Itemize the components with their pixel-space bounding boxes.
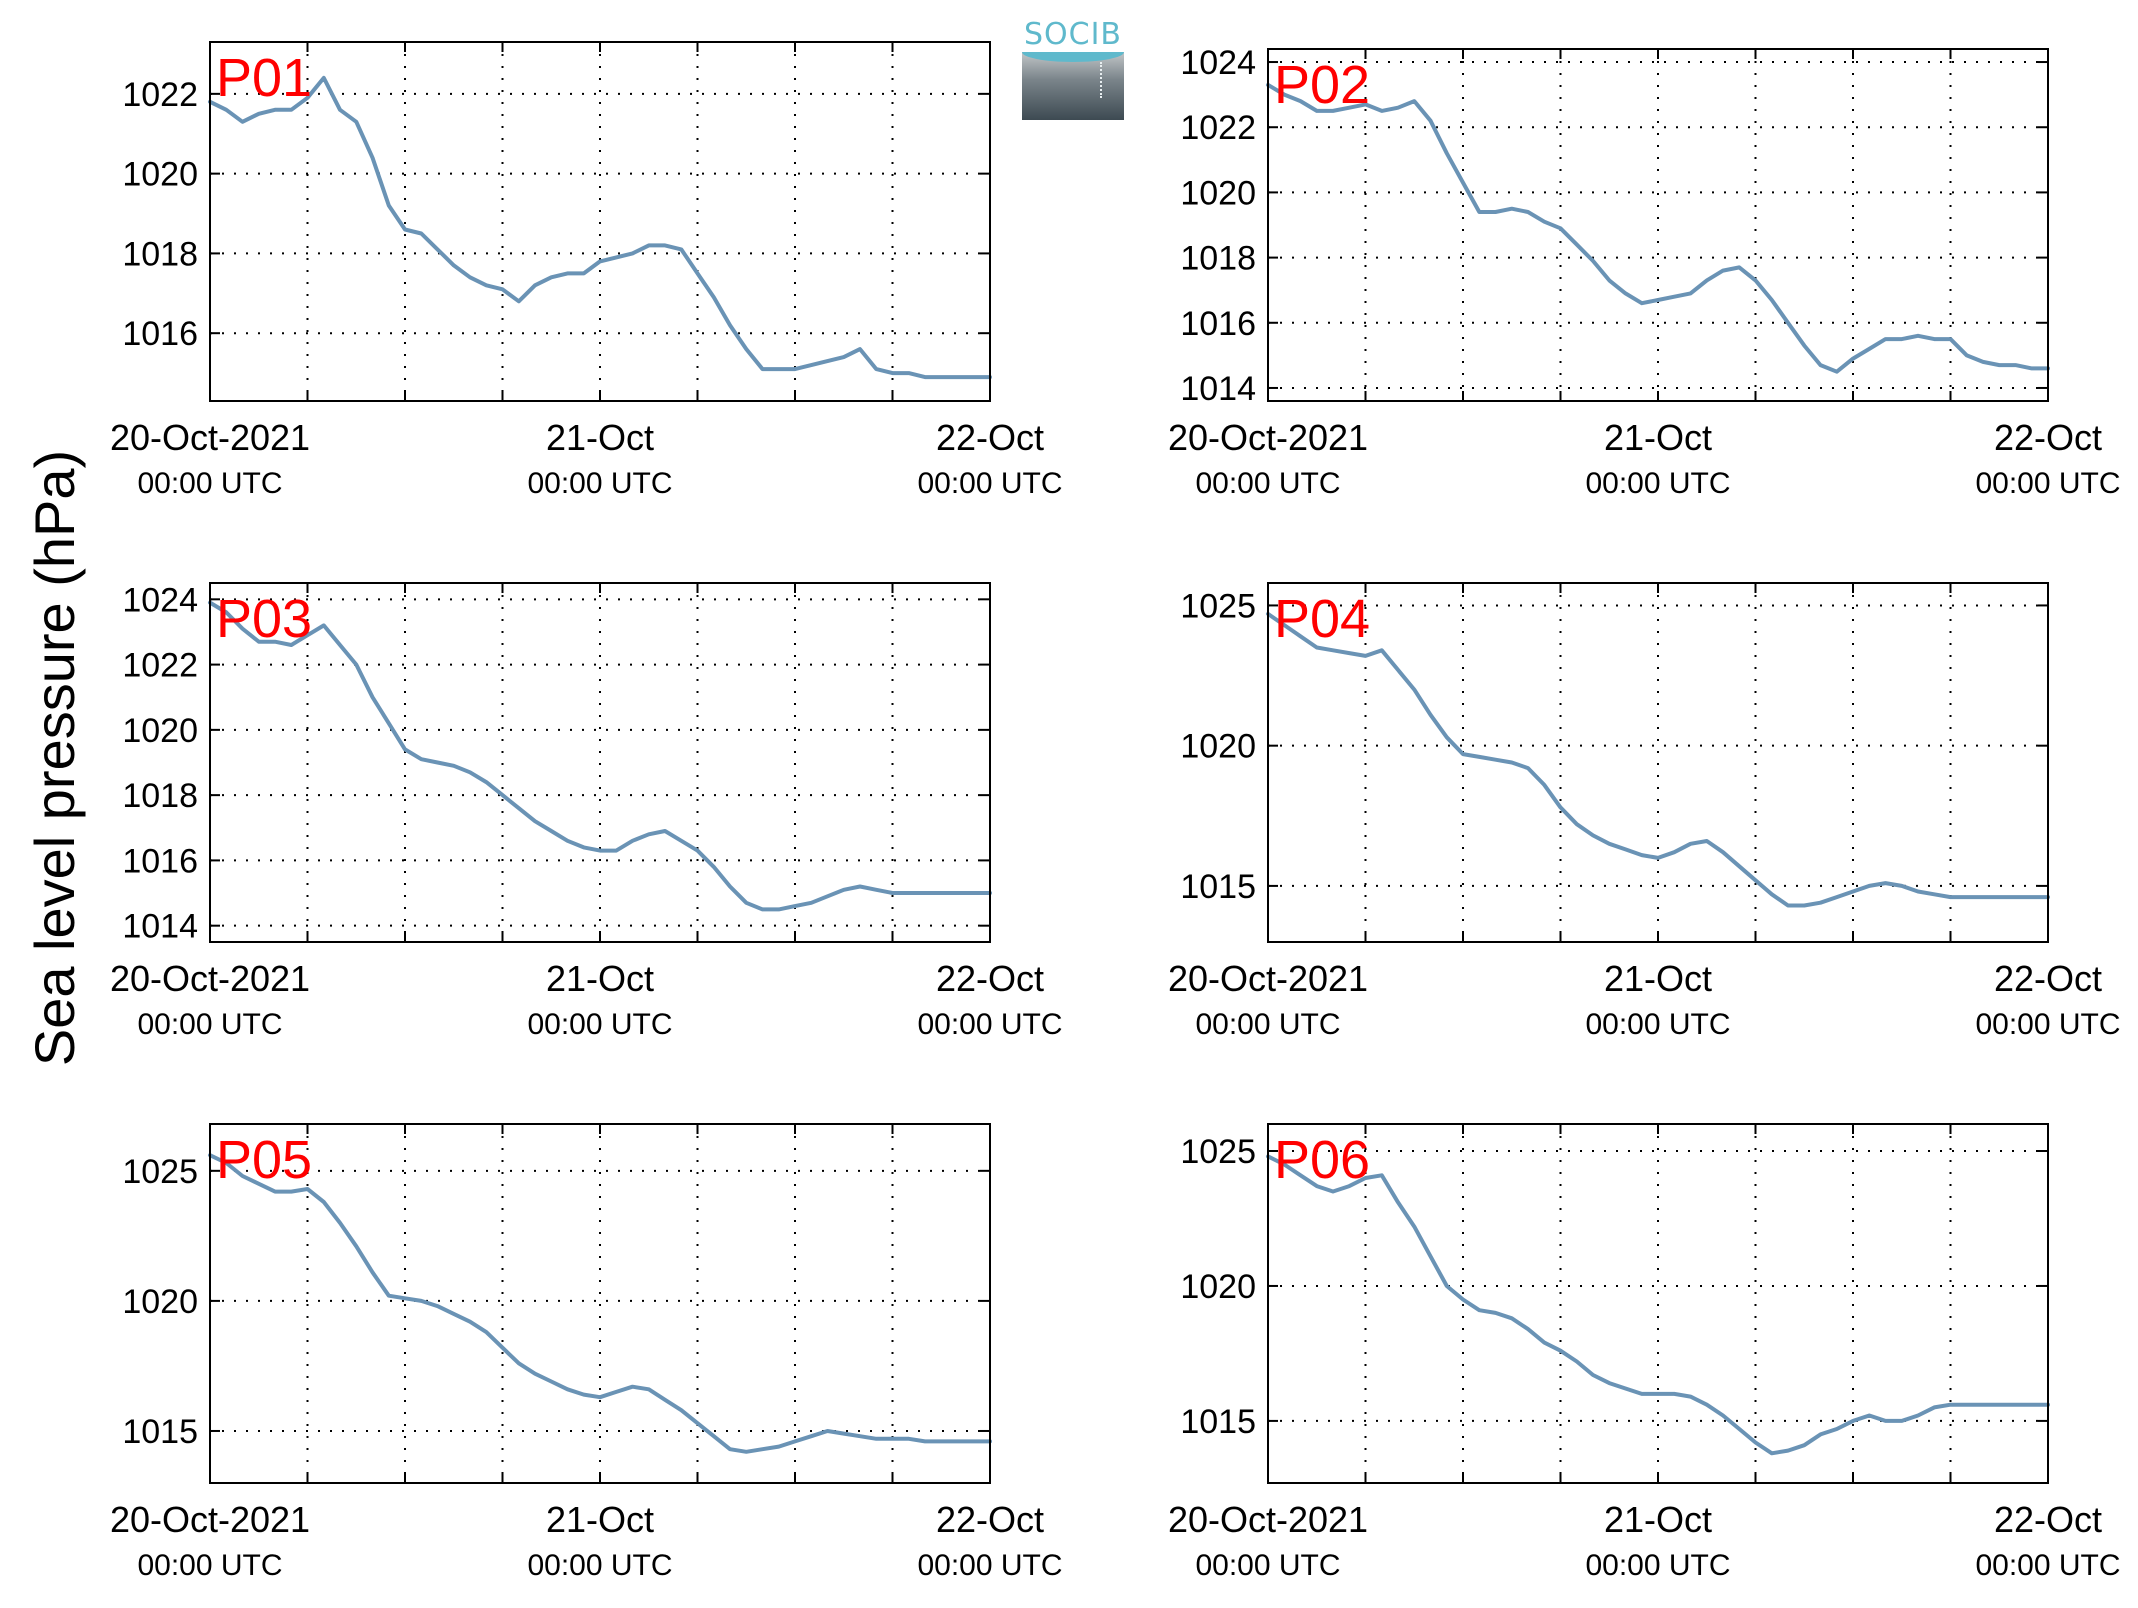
y-tick-label: 1024: [122, 581, 198, 619]
plot-frame: [1267, 48, 2049, 402]
x-tick-sublabel: 00:00 UTC: [1585, 467, 1730, 500]
x-tick-label: 20-Oct-2021: [110, 1499, 310, 1540]
y-tick-label: 1025: [1180, 587, 1256, 625]
x-tick-sublabel: 00:00 UTC: [137, 1008, 282, 1041]
x-tick-label: 21-Oct: [1604, 1499, 1712, 1540]
x-tick-sublabel: 00:00 UTC: [527, 1549, 672, 1582]
x-tick-sublabel: 00:00 UTC: [1195, 1549, 1340, 1582]
x-tick-label: 20-Oct-2021: [110, 958, 310, 999]
y-tick-label: 1018: [122, 777, 198, 815]
x-tick-label: 21-Oct: [1604, 958, 1712, 999]
y-tick-label: 1020: [1180, 174, 1256, 212]
y-tick-label: 1022: [1180, 109, 1256, 147]
x-tick-sublabel: 00:00 UTC: [527, 467, 672, 500]
panel-p02: 1014 1016 1018 1020 1022 1024 20-Oct-2021 00:00…: [1168, 44, 2121, 500]
x-tick-label: 22-Oct: [936, 417, 1044, 458]
y-tick-label: 1014: [122, 908, 198, 946]
x-tick-sublabel: 00:00 UTC: [1975, 1549, 2120, 1582]
x-tick-label: 20-Oct-2021: [1168, 417, 1368, 458]
x-tick-label: 20-Oct-2021: [1168, 1499, 1368, 1540]
y-tick-label: 1020: [1180, 728, 1256, 766]
plot-frame: [209, 582, 991, 943]
panel-p03: 1014 1016 1018 1020 1022 1024 20-Oct-2021 00:00…: [110, 581, 1063, 1041]
panel-label: P04: [1274, 589, 1370, 649]
panel-label: P03: [216, 589, 312, 649]
x-tick-label: 20-Oct-2021: [1168, 958, 1368, 999]
panel-p01: 1016 1018 1020 1022 20-Oct-2021 00:00 UTC 21-O…: [110, 41, 1063, 500]
panel-label: P06: [1274, 1130, 1370, 1190]
x-tick-label: 21-Oct: [546, 417, 654, 458]
y-tick-label: 1020: [122, 712, 198, 750]
y-tick-label: 1015: [122, 1413, 198, 1451]
panel-label: P01: [216, 48, 312, 108]
y-tick-label: 1016: [122, 842, 198, 880]
plot-frame: [1267, 1123, 2049, 1484]
x-tick-sublabel: 00:00 UTC: [1975, 1008, 2120, 1041]
y-tick-label: 1025: [122, 1153, 198, 1191]
socib-logo: SOCIB: [1022, 18, 1124, 120]
y-tick-label: 1025: [1180, 1133, 1256, 1171]
plot-frame: [1267, 582, 2049, 943]
x-tick-label: 22-Oct: [936, 1499, 1044, 1540]
y-tick-label: 1020: [1180, 1268, 1256, 1306]
series-line-p03: [208, 600, 992, 912]
x-tick-label: 22-Oct: [1994, 1499, 2102, 1540]
panel-p06: 1015 1020 1025 20-Oct-2021 00:00 UTC 21-Oct 00…: [1168, 1123, 2121, 1582]
x-tick-label: 21-Oct: [546, 1499, 654, 1540]
x-tick-sublabel: 00:00 UTC: [1195, 467, 1340, 500]
y-tick-label: 1015: [1180, 1403, 1256, 1441]
y-tick-label: 1018: [1180, 240, 1256, 278]
x-tick-label: 21-Oct: [1604, 417, 1712, 458]
x-tick-sublabel: 00:00 UTC: [527, 1008, 672, 1041]
logo-wordmark: SOCIB: [1023, 17, 1123, 52]
series-line-p02: [1266, 82, 2050, 374]
plot-frame: [209, 1123, 991, 1484]
series-line-p04: [1266, 611, 2050, 908]
x-tick-sublabel: 00:00 UTC: [1195, 1008, 1340, 1041]
x-tick-sublabel: 00:00 UTC: [917, 1008, 1062, 1041]
panel-label: P05: [216, 1130, 312, 1190]
y-tick-label: 1020: [122, 156, 198, 194]
series-line-p05: [208, 1153, 992, 1454]
x-tick-label: 20-Oct-2021: [110, 417, 310, 458]
logo-dotted-line: [1100, 62, 1102, 98]
panel-label: P02: [1274, 55, 1370, 115]
y-tick-label: 1016: [1180, 305, 1256, 343]
logo-gradient-box: [1022, 52, 1124, 120]
panel-p04: 1015 1020 1025 20-Oct-2021 00:00 UTC 21-Oct 00…: [1168, 582, 2121, 1041]
y-tick-label: 1015: [1180, 868, 1256, 906]
series-line-p01: [208, 75, 992, 380]
x-tick-label: 22-Oct: [1994, 417, 2102, 458]
logo-wave: [1022, 52, 1124, 62]
panel-p05: 1015 1020 1025 20-Oct-2021 00:00 UTC 21-Oct 00…: [110, 1123, 1063, 1582]
x-tick-sublabel: 00:00 UTC: [917, 467, 1062, 500]
x-tick-sublabel: 00:00 UTC: [1585, 1549, 1730, 1582]
x-tick-sublabel: 00:00 UTC: [1975, 467, 2120, 500]
y-tick-label: 1022: [122, 76, 198, 114]
x-tick-sublabel: 00:00 UTC: [137, 1549, 282, 1582]
plot-frame: [209, 41, 991, 402]
x-tick-label: 21-Oct: [546, 958, 654, 999]
y-tick-label: 1020: [122, 1283, 198, 1321]
x-tick-sublabel: 00:00 UTC: [1585, 1008, 1730, 1041]
x-tick-sublabel: 00:00 UTC: [917, 1549, 1062, 1582]
y-axis-label: Sea level pressure (hPa): [23, 450, 86, 1066]
y-tick-label: 1022: [122, 647, 198, 685]
x-tick-sublabel: 00:00 UTC: [137, 467, 282, 500]
y-tick-label: 1014: [1180, 370, 1256, 408]
x-tick-label: 22-Oct: [936, 958, 1044, 999]
series-line-p06: [1266, 1154, 2050, 1456]
x-tick-label: 22-Oct: [1994, 958, 2102, 999]
y-tick-label: 1016: [122, 315, 198, 353]
y-tick-label: 1024: [1180, 44, 1256, 82]
y-tick-label: 1018: [122, 235, 198, 273]
